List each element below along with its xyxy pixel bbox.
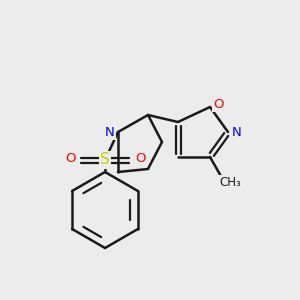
Text: N: N <box>232 125 242 139</box>
Text: N: N <box>105 125 115 139</box>
Text: O: O <box>65 152 75 164</box>
Text: S: S <box>100 152 110 167</box>
Text: O: O <box>213 98 223 110</box>
Text: CH₃: CH₃ <box>219 176 241 188</box>
Text: O: O <box>135 152 145 164</box>
